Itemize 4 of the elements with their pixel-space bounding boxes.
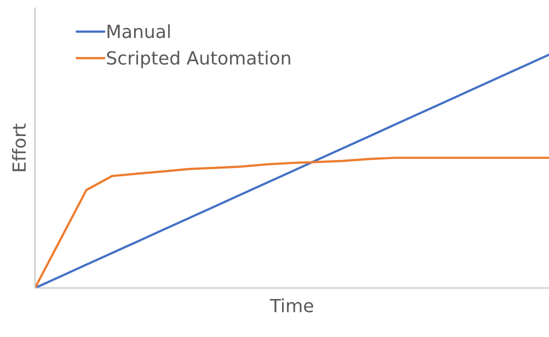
y-axis-title: Effort — [12, 124, 26, 172]
legend-label: Scripted Automation — [107, 50, 290, 68]
x-axis-title: Time — [270, 298, 314, 312]
legend-label: Manual — [108, 24, 170, 38]
